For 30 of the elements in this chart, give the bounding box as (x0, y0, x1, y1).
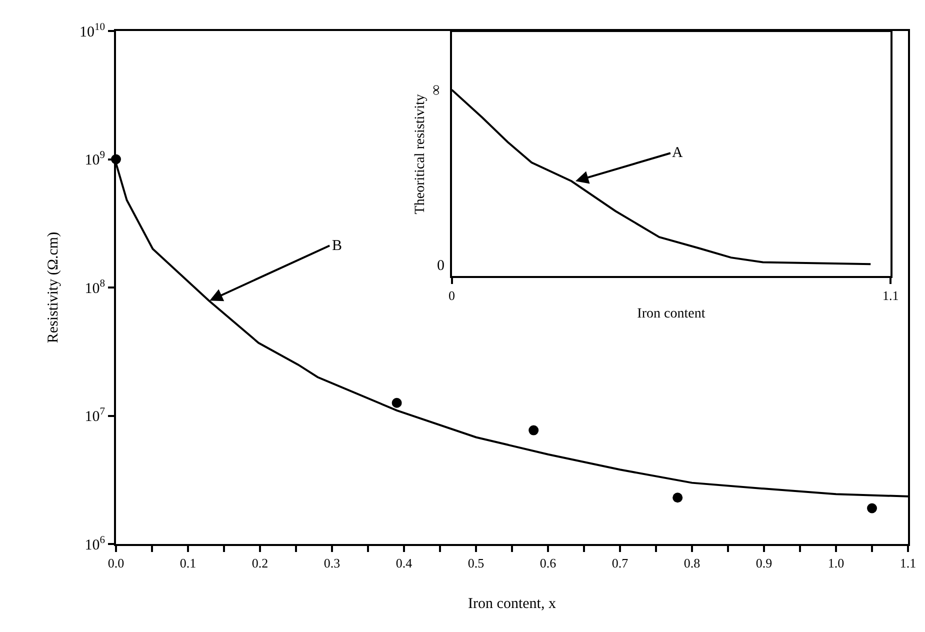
annotation: 0 (437, 258, 444, 274)
y-axis-title: Theoritical resistivity (412, 94, 428, 214)
y-tick-label: 10$^{8}$ (84, 278, 105, 297)
point (392, 398, 402, 408)
point (528, 425, 539, 436)
point (867, 503, 877, 514)
y-tick-label: 10$^{9}$ (84, 150, 105, 168)
x-tick-label: 0.9 (756, 556, 772, 571)
x-tick-label: 0.8 (684, 556, 700, 571)
x-tick-label: 1.0 (828, 556, 844, 571)
x-tick-label: 0.0 (108, 556, 124, 571)
x-axis-title: Iron content, x (468, 596, 556, 612)
annotation: B (332, 238, 342, 254)
point (672, 492, 683, 503)
x-tick-label: 0.6 (540, 556, 557, 571)
y-axis-title: Resistivity (Ω.cm) (45, 232, 62, 344)
x-tick-label: 0.1 (180, 556, 196, 571)
x-tick-label: 1.1 (900, 556, 916, 571)
x-tick-label: 0.2 (252, 556, 268, 571)
x-axis-title: Iron content (637, 306, 706, 322)
annotation: ∞ (428, 84, 445, 96)
annotation: A (672, 145, 683, 161)
y-tick-label: 10$^{6}$ (84, 534, 105, 554)
y-tick-label: 10$^{7}$ (84, 406, 105, 425)
x-tick-label: 0.3 (324, 556, 340, 571)
x-tick-label: 0.4 (396, 556, 413, 571)
y-tick-label: 10$^{10}$ (80, 22, 105, 40)
x-tick-label: 0.7 (612, 556, 629, 571)
x-tick-label: 0.5 (468, 556, 484, 571)
x-tick-label: 1.1 (882, 288, 899, 303)
